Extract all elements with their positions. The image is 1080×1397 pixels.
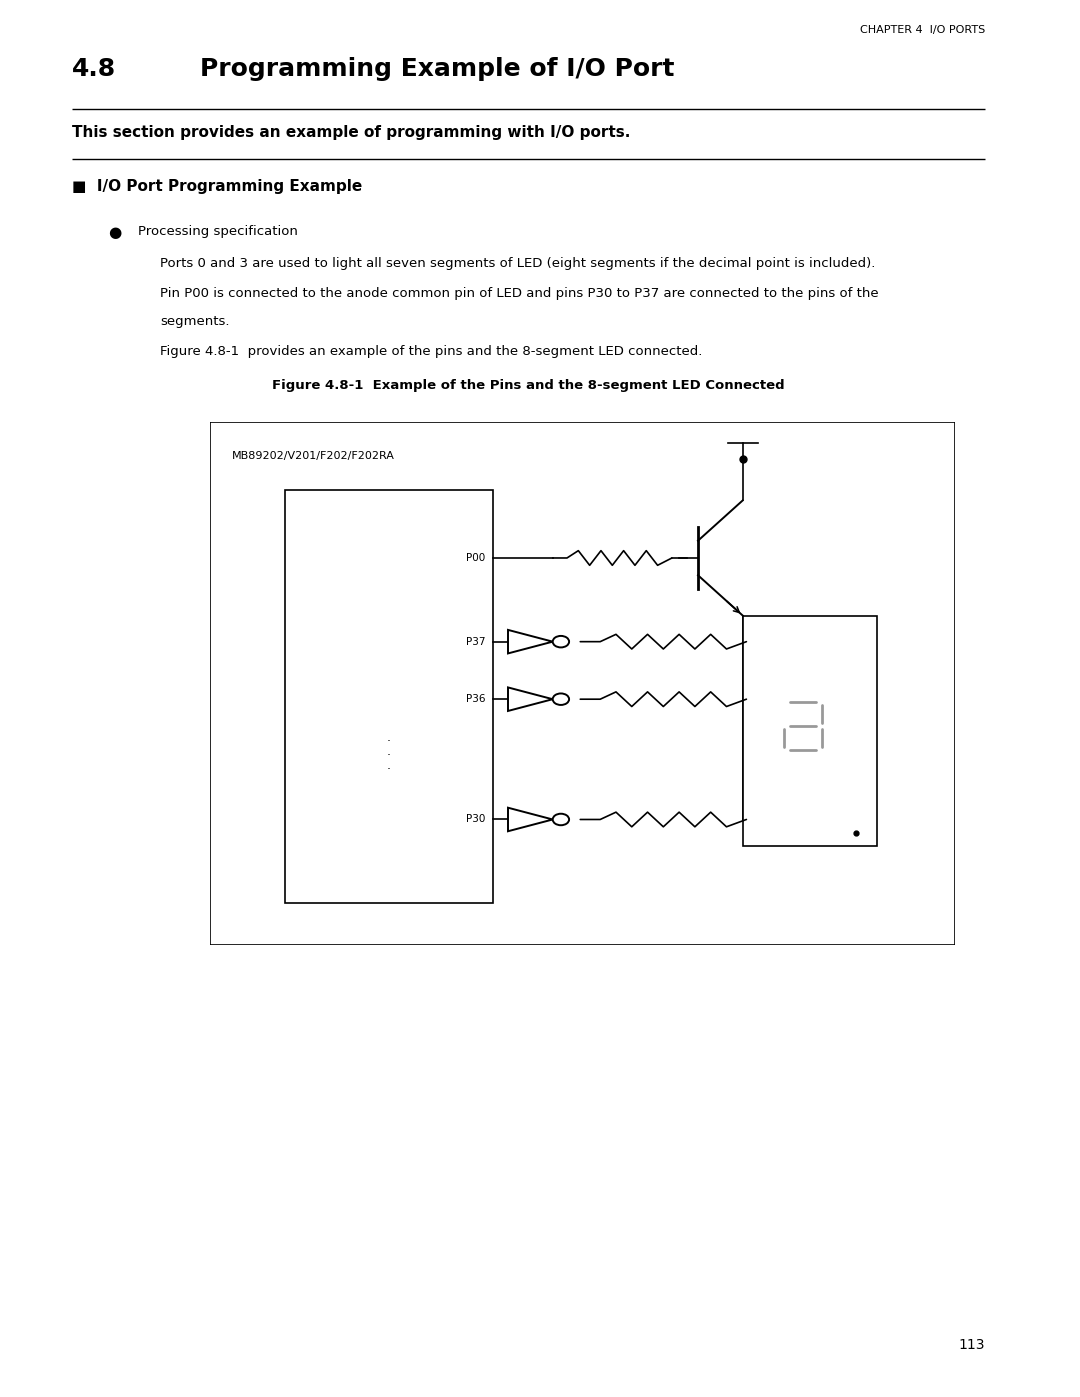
- Text: 4.8: 4.8: [72, 57, 117, 81]
- Text: Figure 4.8-1  Example of the Pins and the 8-segment LED Connected: Figure 4.8-1 Example of the Pins and the…: [272, 379, 784, 393]
- Text: ●: ●: [108, 225, 121, 240]
- Text: .
.
.: . . .: [387, 731, 391, 773]
- Text: segments.: segments.: [160, 314, 229, 328]
- Text: Pin P00 is connected to the anode common pin of LED and pins P30 to P37 are conn: Pin P00 is connected to the anode common…: [160, 286, 879, 300]
- Text: 113: 113: [959, 1338, 985, 1352]
- Text: P37: P37: [467, 637, 486, 647]
- Text: CHAPTER 4  I/O PORTS: CHAPTER 4 I/O PORTS: [860, 25, 985, 35]
- Text: P00: P00: [467, 553, 486, 563]
- Text: MB89202/V201/F202/F202RA: MB89202/V201/F202/F202RA: [232, 451, 395, 461]
- Text: P36: P36: [467, 694, 486, 704]
- Bar: [284, 490, 494, 902]
- Polygon shape: [508, 687, 553, 711]
- Polygon shape: [508, 807, 553, 831]
- Text: Processing specification: Processing specification: [138, 225, 298, 237]
- Text: Programming Example of I/O Port: Programming Example of I/O Port: [200, 57, 675, 81]
- Bar: [743, 616, 877, 845]
- Text: Ports 0 and 3 are used to light all seven segments of LED (eight segments if the: Ports 0 and 3 are used to light all seve…: [160, 257, 876, 270]
- Text: P30: P30: [467, 814, 486, 824]
- Text: Figure 4.8-1  provides an example of the pins and the 8-segment LED connected.: Figure 4.8-1 provides an example of the …: [160, 345, 702, 358]
- Text: This section provides an example of programming with I/O ports.: This section provides an example of prog…: [72, 124, 631, 140]
- Text: ■  I/O Port Programming Example: ■ I/O Port Programming Example: [72, 179, 362, 194]
- Polygon shape: [508, 630, 553, 654]
